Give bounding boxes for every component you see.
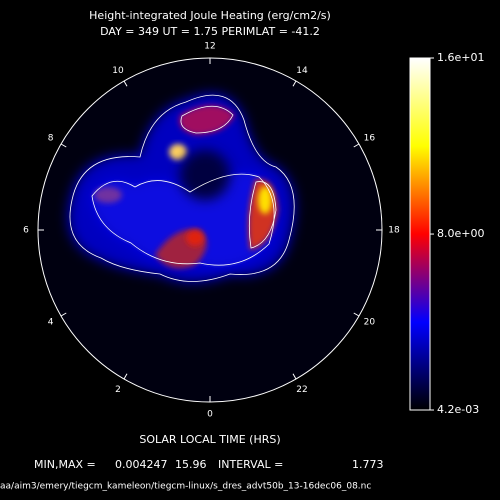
colorbar bbox=[409, 57, 431, 411]
stat-label: INTERVAL = bbox=[218, 458, 283, 471]
file-path: aa/aim3/emery/tiegcm_kameleon/tiegcm-lin… bbox=[0, 482, 371, 492]
theta-tick-label: 4 bbox=[48, 318, 54, 328]
stat-label: MIN,MAX = bbox=[34, 458, 96, 471]
theta-tick bbox=[353, 312, 360, 317]
stat-value: 1.773 bbox=[352, 458, 384, 471]
theta-tick-label: 2 bbox=[115, 385, 121, 395]
theta-tick-label: 10 bbox=[112, 66, 124, 76]
chart-subtitle: DAY = 349 UT = 1.75 PERIMLAT = -41.2 bbox=[100, 25, 320, 38]
theta-tick-label: 0 bbox=[207, 410, 213, 420]
theta-tick-label: 22 bbox=[296, 385, 307, 395]
theta-tick-label: 8 bbox=[48, 134, 54, 144]
theta-tick-label: 12 bbox=[204, 42, 215, 52]
theta-tick bbox=[60, 143, 67, 148]
field-image bbox=[68, 93, 295, 283]
theta-tick bbox=[292, 80, 297, 87]
theta-tick-label: 14 bbox=[296, 66, 308, 76]
stat-value: 0.004247 bbox=[115, 458, 168, 471]
x-axis-label: SOLAR LOCAL TIME (HRS) bbox=[139, 433, 280, 446]
theta-tick bbox=[60, 312, 67, 317]
chart-title: Height-integrated Joule Heating (erg/cm2… bbox=[89, 9, 331, 22]
theta-tick-label: 6 bbox=[23, 226, 29, 236]
theta-tick bbox=[353, 143, 360, 148]
colorbar-tick-label: 8.0e+00 bbox=[437, 227, 484, 240]
stat-value: 15.96 bbox=[175, 458, 207, 471]
theta-tick bbox=[123, 373, 128, 380]
colorbar-tick-label: 1.6e+01 bbox=[437, 51, 484, 64]
colorbar-tick-label: 4.2e-03 bbox=[437, 403, 479, 416]
theta-tick bbox=[292, 373, 297, 380]
theta-tick-label: 20 bbox=[364, 318, 376, 328]
theta-tick-label: 18 bbox=[388, 226, 400, 236]
theta-tick bbox=[123, 80, 128, 87]
theta-tick-label: 16 bbox=[364, 134, 376, 144]
